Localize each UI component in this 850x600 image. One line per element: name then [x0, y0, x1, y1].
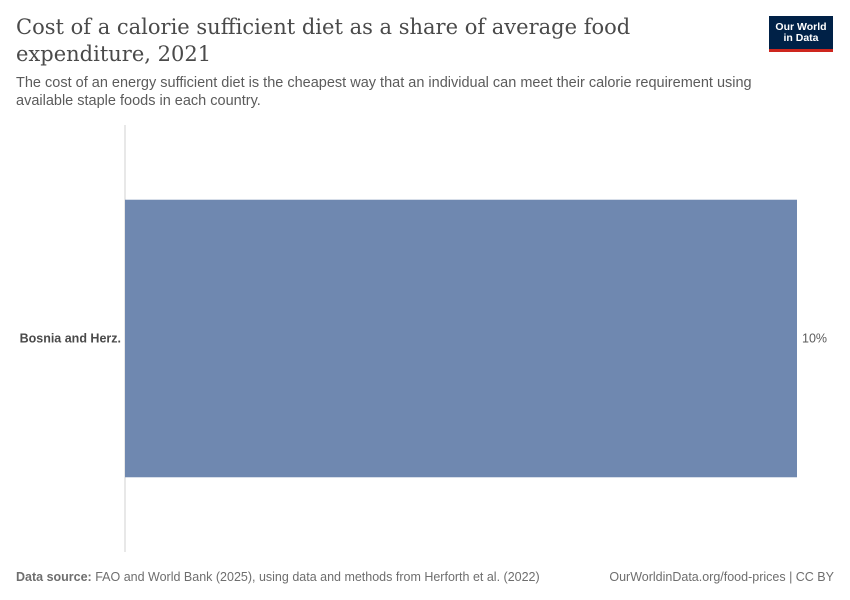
chart-title: Cost of a calorie sufficient diet as a s… [16, 15, 631, 66]
data-source: Data source: FAO and World Bank (2025), … [16, 570, 540, 584]
value-label: 10% [802, 332, 827, 346]
data-source-text: FAO and World Bank (2025), using data an… [95, 570, 540, 584]
footer-url[interactable]: OurWorldinData.org/food-prices | CC BY [609, 570, 834, 584]
bar[interactable] [125, 199, 797, 478]
logo-line-1: Our World [775, 20, 827, 33]
chart-subtitle: The cost of an energy sufficient diet is… [16, 75, 752, 109]
footer: Data source: FAO and World Bank (2025), … [16, 570, 834, 584]
logo-line-2: in Data [783, 31, 819, 44]
owid-logo[interactable]: Our World in Data [769, 16, 833, 52]
category-label: Bosnia and Herz. [20, 332, 121, 346]
bar-chart: Bosnia and Herz. 10% [20, 125, 827, 552]
data-source-label: Data source: [16, 570, 92, 584]
